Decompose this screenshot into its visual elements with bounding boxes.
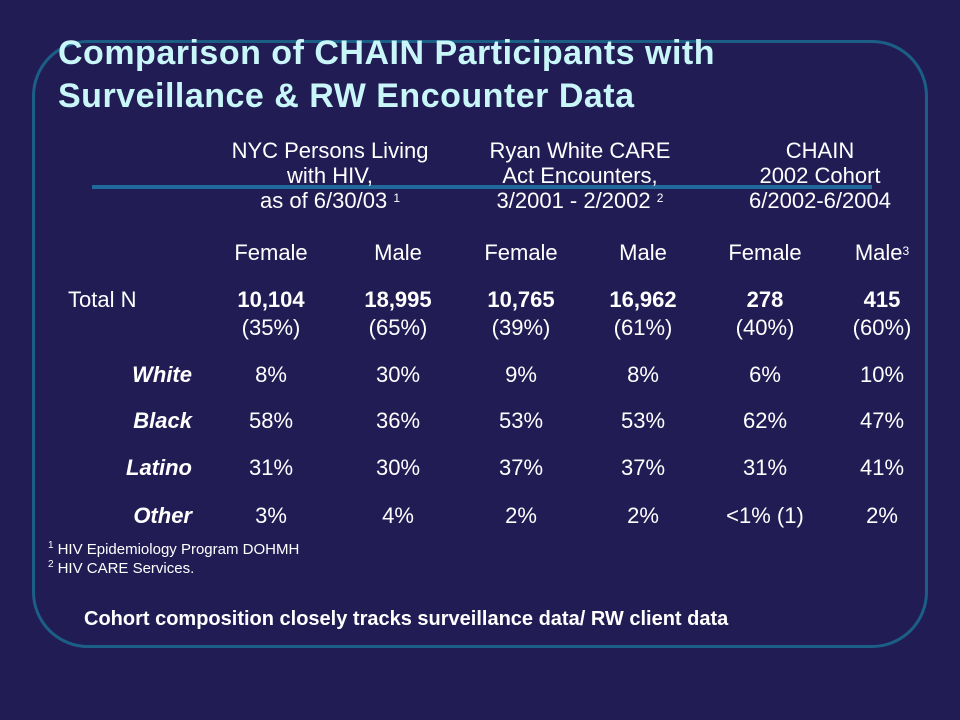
table-cell: 47% (859, 408, 905, 433)
table-cell: 2% (866, 503, 898, 528)
table-cell: 53% (498, 408, 544, 433)
total-percent: (40%) (735, 315, 795, 340)
summary-note: Cohort composition closely tracks survei… (84, 608, 729, 630)
sex-header: Female (728, 240, 802, 265)
table-cell: 41% (859, 455, 905, 480)
column-group-line: NYC Persons Living (231, 138, 429, 163)
table-cell: 30% (375, 455, 421, 480)
table-cell: 30% (375, 362, 421, 387)
total-percent: (65%) (368, 315, 428, 340)
footnote-marker: 1 (393, 191, 401, 205)
table-cell: 10% (859, 362, 905, 387)
sex-header: Female (234, 240, 308, 265)
total-count: 10,765 (487, 287, 555, 312)
rounded-frame (32, 40, 928, 648)
column-group-chain: CHAIN 2002 Cohort 6/2002-6/2004 (715, 138, 925, 213)
total-count: 278 (746, 287, 784, 312)
column-group-line: as of 6/30/03 1 (259, 188, 401, 213)
footnote-marker: 3 (902, 244, 910, 258)
row-label-black: Black (133, 408, 192, 433)
table-cell: <1% (1) (726, 503, 804, 528)
header-divider (92, 185, 872, 189)
table-cell: 8% (627, 362, 659, 387)
table-cell: 9% (505, 362, 537, 387)
total-percent: (35%) (241, 315, 301, 340)
total-count: 18,995 (364, 287, 432, 312)
column-group-line: Act Encounters, (502, 163, 658, 188)
table-cell: 37% (498, 455, 544, 480)
slide-title: Comparison of CHAIN Participants with Su… (58, 32, 715, 118)
footnote-marker: 2 (656, 191, 664, 205)
footnote-marker: 1 (48, 540, 54, 551)
sex-header: Female (484, 240, 558, 265)
footnote-1: 1 HIV Epidemiology Program DOHMH (48, 540, 300, 558)
table-cell: 2% (627, 503, 659, 528)
total-count: 16,962 (609, 287, 677, 312)
table-cell: 8% (255, 362, 287, 387)
footnote-2: 2 HIV CARE Services. (48, 559, 195, 577)
table-cell: 4% (382, 503, 414, 528)
column-group-nyc: NYC Persons Living with HIV, as of 6/30/… (215, 138, 445, 213)
title-line-1: Comparison of CHAIN Participants with (58, 34, 715, 72)
column-group-line: CHAIN (785, 138, 855, 163)
total-percent: (61%) (613, 315, 673, 340)
total-label: Total N (68, 287, 137, 312)
row-label-white: White (132, 362, 192, 387)
table-cell: 36% (375, 408, 421, 433)
footnote-marker: 2 (48, 559, 54, 570)
column-group-line: 2002 Cohort (759, 163, 881, 188)
column-group-ryan-white: Ryan White CARE Act Encounters, 3/2001 -… (465, 138, 695, 213)
column-group-line: 3/2001 - 2/2002 2 (496, 188, 664, 213)
row-label-other: Other (133, 503, 192, 528)
column-group-line: 6/2002-6/2004 (749, 188, 891, 213)
total-count: 10,104 (237, 287, 305, 312)
table-cell: 2% (505, 503, 537, 528)
sex-header: Male (374, 240, 422, 265)
total-percent: (60%) (852, 315, 912, 340)
column-group-line: Ryan White CARE (489, 138, 671, 163)
total-percent: (39%) (491, 315, 551, 340)
sex-header-last: Male3 (854, 240, 910, 265)
table-cell: 31% (742, 455, 788, 480)
total-count: 415 (863, 287, 901, 312)
column-group-line: with HIV, (286, 163, 373, 188)
table-cell: 37% (620, 455, 666, 480)
table-cell: 58% (248, 408, 294, 433)
title-line-2: Surveillance & RW Encounter Data (58, 77, 635, 115)
table-cell: 62% (742, 408, 788, 433)
sex-header: Male (619, 240, 667, 265)
table-cell: 53% (620, 408, 666, 433)
table-cell: 6% (749, 362, 781, 387)
table-cell: 3% (255, 503, 287, 528)
row-label-latino: Latino (126, 455, 192, 480)
table-cell: 31% (248, 455, 294, 480)
